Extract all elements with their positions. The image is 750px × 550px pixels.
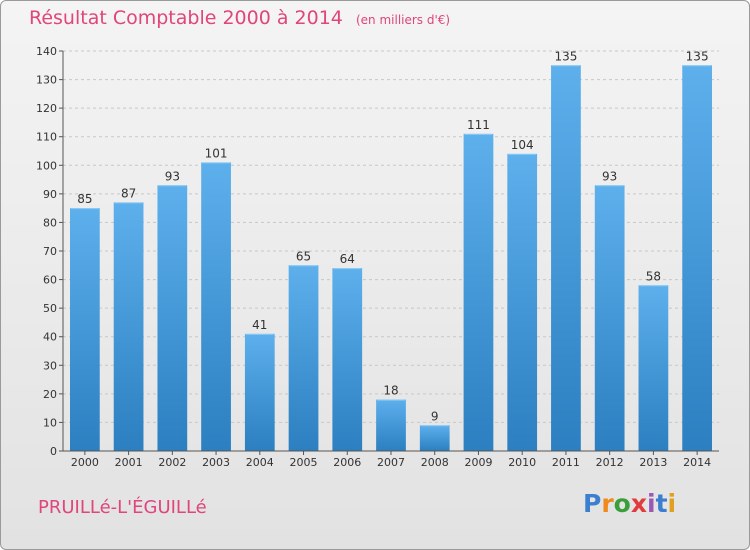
y-tick-label: 140 <box>36 45 57 58</box>
bar-2003 <box>201 162 231 451</box>
x-tick-label-2006: 2006 <box>333 456 361 469</box>
bar-2005 <box>288 265 319 451</box>
data-label-2014: 135 <box>686 49 709 63</box>
data-label-2001: 87 <box>121 186 136 200</box>
logo-letter: o <box>613 489 631 518</box>
y-tick-label: 20 <box>43 388 57 401</box>
proxiti-logo: Proxiti <box>583 489 676 518</box>
y-tick-label: 70 <box>43 245 57 258</box>
y-tick-label: 40 <box>43 331 57 344</box>
bar-2001 <box>113 202 144 451</box>
x-tick-label-2000: 2000 <box>71 456 99 469</box>
y-tick-label: 10 <box>43 416 57 429</box>
x-tick-label-2005: 2005 <box>290 456 318 469</box>
bar-2002 <box>157 185 188 452</box>
x-tick-label-2001: 2001 <box>115 456 143 469</box>
data-label-2010: 104 <box>511 138 534 152</box>
x-tick-label-2013: 2013 <box>639 456 667 469</box>
logo-letter: x <box>630 489 647 518</box>
bar-2013 <box>638 285 669 451</box>
bar-2012 <box>594 185 625 452</box>
logo-letter: r <box>601 489 614 518</box>
y-tick-label: 30 <box>43 359 57 372</box>
y-tick-label: 60 <box>43 274 57 287</box>
x-tick-label-2012: 2012 <box>596 456 624 469</box>
x-tick-label-2010: 2010 <box>508 456 536 469</box>
x-axis: 2000 2001 2002 2003 2004 2005 2006 2007 2008 2009… <box>63 450 719 469</box>
data-label-2000: 85 <box>77 192 92 206</box>
y-tick-label: 90 <box>43 188 57 201</box>
data-label-2013: 58 <box>646 269 661 283</box>
data-label-2009: 111 <box>467 118 490 132</box>
y-tick-label: 120 <box>36 102 57 115</box>
x-tick-label-2004: 2004 <box>246 456 274 469</box>
data-labels: 85 87 93 101 41 65 64 18 9 111 104 135 93 58 135 <box>77 49 708 423</box>
chart-subtitle: (en milliers d'€) <box>355 13 451 27</box>
bars <box>69 65 713 452</box>
chart-title: Résultat Comptable 2000 à 2014 <box>29 7 343 29</box>
data-label-2003: 101 <box>205 146 228 160</box>
x-tick-label-2007: 2007 <box>377 456 405 469</box>
data-label-2002: 93 <box>165 169 180 183</box>
data-label-2007: 18 <box>383 384 398 398</box>
logo-letter: t <box>655 489 668 518</box>
logo-letter: i <box>667 489 677 518</box>
y-axis: 0 10 20 30 40 50 60 70 80 90 100 110 120 130 140 <box>36 45 64 458</box>
y-tick-label: 130 <box>36 74 57 87</box>
bar-2014 <box>682 65 713 452</box>
x-tick-label-2003: 2003 <box>202 456 230 469</box>
data-label-2006: 64 <box>340 252 355 266</box>
logo-letter: P <box>583 489 602 518</box>
bar-2008 <box>419 425 450 451</box>
y-tick-label: 110 <box>36 131 57 144</box>
data-label-2005: 65 <box>296 249 311 263</box>
x-tick-label-2002: 2002 <box>158 456 186 469</box>
logo-letter: i <box>647 489 656 518</box>
data-label-2011: 135 <box>554 49 577 63</box>
y-tick-label: 0 <box>50 445 57 458</box>
x-tick-label-2009: 2009 <box>464 456 492 469</box>
x-tick-label-2011: 2011 <box>552 456 580 469</box>
bar-2011 <box>551 65 581 452</box>
data-label-2012: 93 <box>602 169 617 183</box>
x-tick-label-2008: 2008 <box>421 456 449 469</box>
bar-2007 <box>376 399 406 451</box>
data-label-2008: 9 <box>431 409 439 423</box>
bar-2006 <box>332 268 363 451</box>
data-label-2004: 41 <box>252 318 267 332</box>
bar-2009 <box>463 133 494 451</box>
y-tick-label: 50 <box>43 302 57 315</box>
chart-title-block: Résultat Comptable 2000 à 2014 (en milli… <box>29 7 450 29</box>
bar-2004 <box>244 333 275 451</box>
y-tick-label: 100 <box>36 159 57 172</box>
y-tick-label: 80 <box>43 216 57 229</box>
bar-2000 <box>69 208 100 451</box>
x-tick-label-2014: 2014 <box>683 456 711 469</box>
bar-2010 <box>507 153 538 451</box>
commune-name: PRUILLé-L'ÉGUILLé <box>38 497 207 518</box>
